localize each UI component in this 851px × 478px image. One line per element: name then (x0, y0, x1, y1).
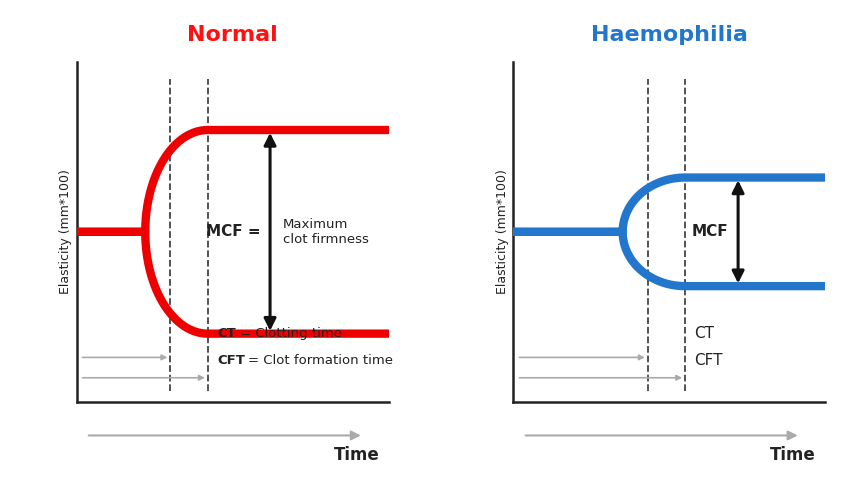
Text: Time: Time (770, 445, 816, 464)
Text: CFT: CFT (694, 353, 722, 368)
Text: MCF: MCF (692, 224, 728, 239)
Text: = Clotting time: = Clotting time (240, 327, 342, 340)
Text: Maximum
clot firmness: Maximum clot firmness (283, 218, 368, 246)
Y-axis label: Elasticity (mm*100): Elasticity (mm*100) (496, 169, 509, 294)
Text: MCF =: MCF = (206, 224, 260, 239)
Text: Time: Time (334, 445, 380, 464)
Text: CT: CT (217, 327, 236, 340)
Y-axis label: Elasticity (mm*100): Elasticity (mm*100) (60, 169, 72, 294)
Text: CT: CT (694, 326, 715, 341)
Text: Normal: Normal (187, 25, 278, 45)
Text: CFT: CFT (217, 354, 245, 367)
Text: Haemophilia: Haemophilia (591, 25, 748, 45)
Text: = Clot formation time: = Clot formation time (248, 354, 393, 367)
